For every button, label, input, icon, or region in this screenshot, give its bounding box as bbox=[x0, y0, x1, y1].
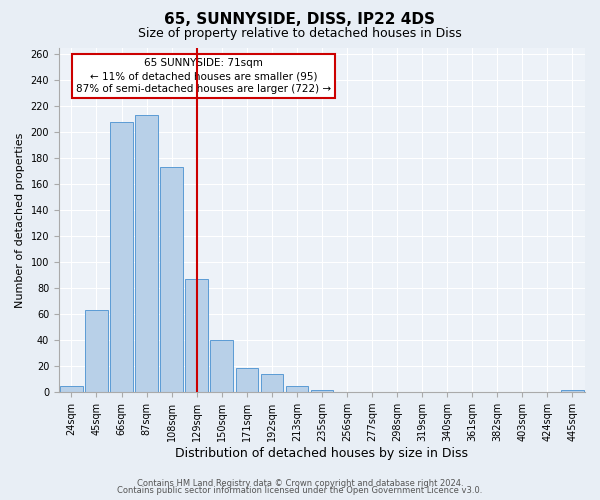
Bar bbox=[60, 386, 83, 392]
Bar bbox=[286, 386, 308, 392]
Text: Size of property relative to detached houses in Diss: Size of property relative to detached ho… bbox=[138, 28, 462, 40]
Bar bbox=[110, 122, 133, 392]
Text: 65 SUNNYSIDE: 71sqm
← 11% of detached houses are smaller (95)
87% of semi-detach: 65 SUNNYSIDE: 71sqm ← 11% of detached ho… bbox=[76, 58, 331, 94]
Bar bbox=[211, 340, 233, 392]
Bar bbox=[85, 310, 108, 392]
Bar bbox=[160, 167, 183, 392]
Text: Contains HM Land Registry data © Crown copyright and database right 2024.: Contains HM Land Registry data © Crown c… bbox=[137, 478, 463, 488]
Bar bbox=[185, 279, 208, 392]
Bar bbox=[561, 390, 584, 392]
Y-axis label: Number of detached properties: Number of detached properties bbox=[15, 132, 25, 308]
Text: 65, SUNNYSIDE, DISS, IP22 4DS: 65, SUNNYSIDE, DISS, IP22 4DS bbox=[164, 12, 436, 28]
Bar bbox=[236, 368, 258, 392]
X-axis label: Distribution of detached houses by size in Diss: Distribution of detached houses by size … bbox=[175, 447, 469, 460]
Bar bbox=[260, 374, 283, 392]
Bar bbox=[136, 115, 158, 392]
Bar bbox=[311, 390, 333, 392]
Text: Contains public sector information licensed under the Open Government Licence v3: Contains public sector information licen… bbox=[118, 486, 482, 495]
